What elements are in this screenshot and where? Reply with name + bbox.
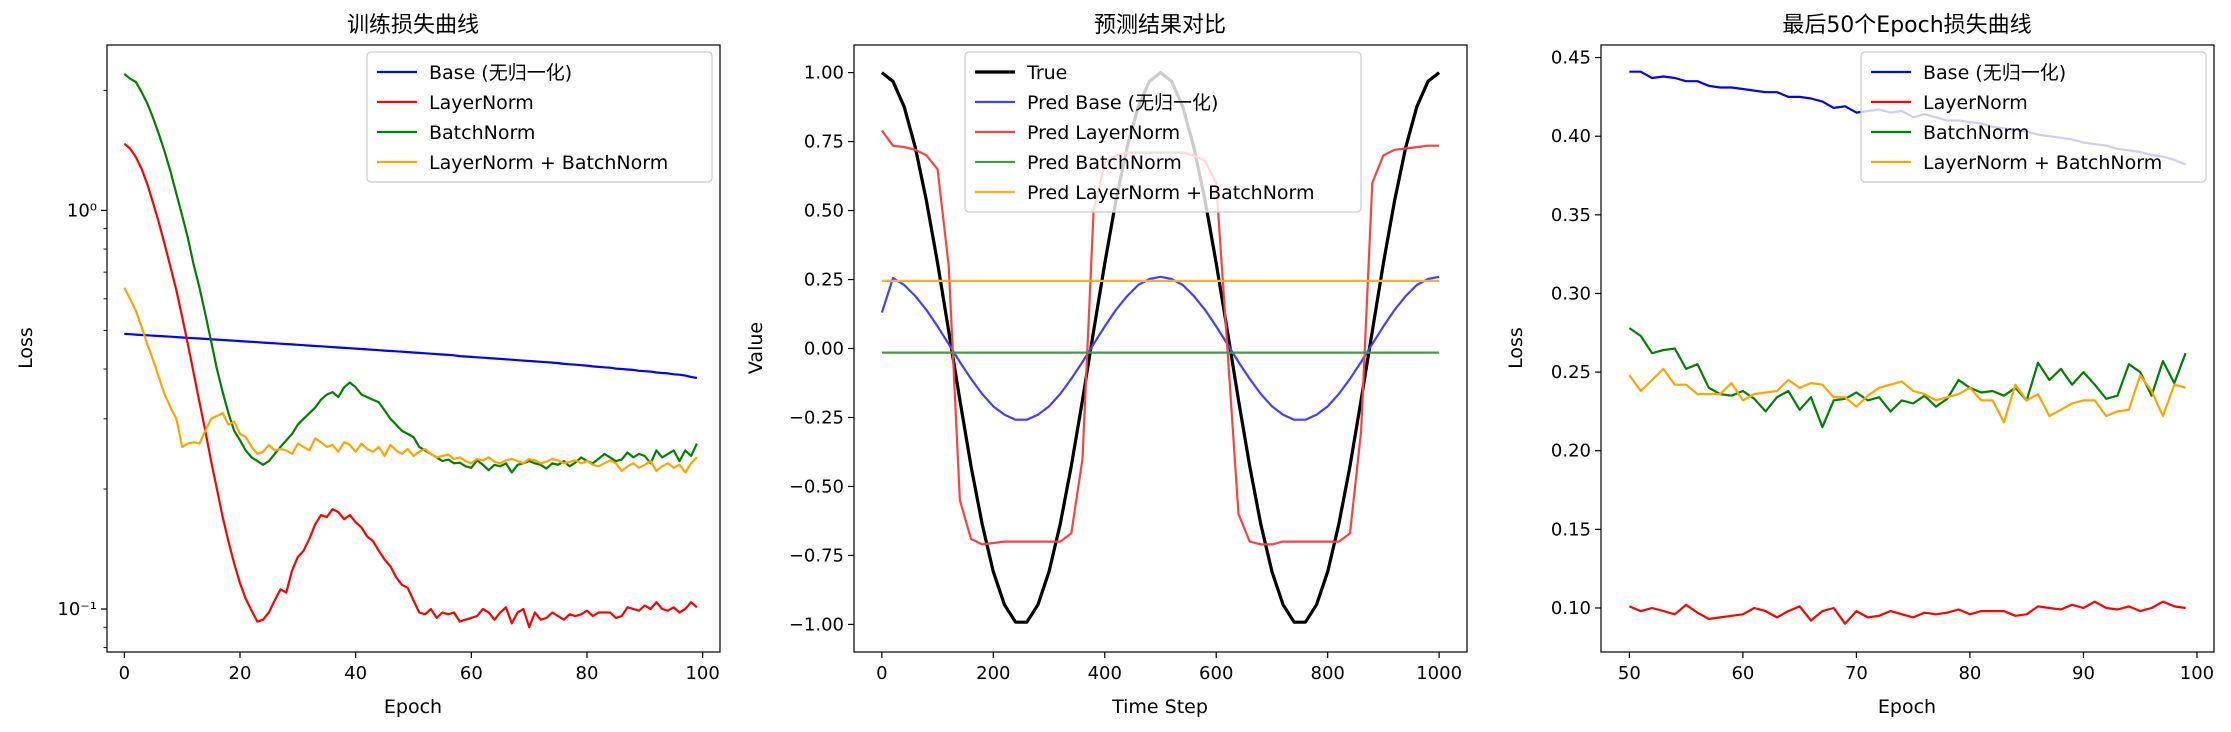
y-tick-label: 0.25 bbox=[804, 270, 844, 291]
axis-ticks: 0 20 40 60 80 100 10⁻¹ 10⁰ bbox=[57, 89, 720, 684]
x-tick-label: 80 bbox=[1958, 663, 1981, 684]
legend-label: Base (无归一化) bbox=[429, 62, 572, 84]
legend-box bbox=[366, 51, 713, 183]
y-tick-label: 0.10 bbox=[1551, 598, 1591, 619]
x-tick-label: 90 bbox=[2072, 663, 2095, 684]
legend-box bbox=[1860, 51, 2207, 183]
y-tick-label: 10⁰ bbox=[67, 200, 97, 221]
y-tick-label: 0.00 bbox=[804, 339, 844, 360]
y-tick-label: 10⁻¹ bbox=[57, 599, 97, 620]
chart-title: 训练损失曲线 bbox=[347, 13, 479, 38]
legend: Base (无归一化) LayerNorm BatchNorm LayerNorm +… bbox=[1860, 51, 2207, 183]
legend-label: LayerNorm + BatchNorm bbox=[429, 152, 668, 174]
y-axis-label: Loss bbox=[1505, 327, 1527, 369]
y-tick-label: 1.00 bbox=[804, 63, 844, 84]
x-tick-label: 70 bbox=[1845, 663, 1868, 684]
x-tick-label: 200 bbox=[976, 663, 1010, 684]
legend-label: Pred LayerNorm bbox=[1027, 122, 1180, 144]
legend-label: BatchNorm bbox=[429, 122, 535, 144]
x-axis-label: Time Step bbox=[1111, 696, 1208, 718]
y-tick-label: 0.40 bbox=[1551, 126, 1591, 147]
legend: Base (无归一化) LayerNorm BatchNorm LayerNorm +… bbox=[366, 51, 713, 183]
legend: True Pred Base (无归一化) Pred LayerNorm Pred B… bbox=[964, 51, 1362, 213]
y-tick-label: 0.25 bbox=[1551, 362, 1591, 383]
series-line-2 bbox=[123, 73, 698, 474]
series-line-3 bbox=[1628, 367, 2186, 424]
y-tick-label: −0.25 bbox=[789, 407, 844, 428]
x-tick-label: 50 bbox=[1618, 663, 1641, 684]
y-tick-label: −0.50 bbox=[789, 476, 844, 497]
series-line-1 bbox=[880, 275, 1440, 421]
series-line-1 bbox=[123, 142, 698, 629]
x-tick-label: 400 bbox=[1088, 663, 1122, 684]
y-tick-label: 0.20 bbox=[1551, 441, 1591, 462]
y-tick-label: 0.45 bbox=[1551, 48, 1591, 69]
x-tick-label: 80 bbox=[576, 663, 599, 684]
chart-title: 最后50个Epoch损失曲线 bbox=[1782, 13, 2031, 38]
plot-frame bbox=[106, 44, 721, 653]
chart-training-loss: 训练损失曲线 0 20 40 60 80 100 10⁻¹ 10⁰ Epoch Loss Ba… bbox=[15, 13, 721, 718]
axis-ticks: 50 60 70 80 90 100 0.10 0.15 0.20 0.25 0.30 0.35 0.4… bbox=[1551, 48, 2214, 684]
chart-last-50-epochs-loss: 最后50个Epoch损失曲线 50 60 70 80 90 100 0.10 0.15 0.20… bbox=[1505, 13, 2215, 718]
series-line-2 bbox=[1628, 327, 2187, 429]
x-tick-label: 1000 bbox=[1416, 663, 1462, 684]
chart-title: 预测结果对比 bbox=[1094, 13, 1226, 38]
y-tick-label: 0.15 bbox=[1551, 519, 1591, 540]
x-axis-label: Epoch bbox=[384, 696, 442, 718]
y-axis-label: Loss bbox=[15, 327, 37, 369]
x-tick-label: 20 bbox=[229, 663, 252, 684]
legend-label: LayerNorm bbox=[1923, 92, 2028, 114]
series-line-1 bbox=[1628, 600, 2186, 625]
x-tick-label: 800 bbox=[1311, 663, 1345, 684]
axis-ticks: 0 200 400 600 800 1000 1.00 0.75 0.50 0.25 0.00 −0.… bbox=[789, 63, 1462, 684]
x-tick-label: 0 bbox=[119, 663, 130, 684]
y-axis-label: Value bbox=[745, 322, 767, 374]
y-tick-label: −1.00 bbox=[789, 614, 844, 635]
y-tick-label: 0.50 bbox=[804, 201, 844, 222]
series-line-3 bbox=[123, 287, 698, 474]
legend-label: True bbox=[1026, 62, 1067, 84]
legend-label: LayerNorm bbox=[429, 92, 534, 114]
x-tick-label: 100 bbox=[2180, 663, 2214, 684]
plot-frame bbox=[1600, 44, 2215, 653]
x-tick-label: 40 bbox=[344, 663, 367, 684]
x-tick-label: 60 bbox=[460, 663, 483, 684]
chart-prediction-comparison: 预测结果对比 0 200 400 600 800 1000 1.00 0.75 0.50 0.25… bbox=[745, 13, 1468, 718]
x-tick-label: 100 bbox=[685, 663, 719, 684]
legend-label: Pred BatchNorm bbox=[1027, 152, 1182, 174]
x-tick-label: 600 bbox=[1199, 663, 1233, 684]
legend-label: BatchNorm bbox=[1923, 122, 2029, 144]
y-tick-label: 0.75 bbox=[804, 132, 844, 153]
y-tick-label: 0.35 bbox=[1551, 205, 1591, 226]
legend-label: Pred LayerNorm + BatchNorm bbox=[1027, 182, 1315, 204]
y-tick-label: 0.30 bbox=[1551, 283, 1591, 304]
y-tick-label: −0.75 bbox=[789, 545, 844, 566]
legend-label: Pred Base (无归一化) bbox=[1027, 92, 1218, 114]
x-tick-label: 0 bbox=[876, 663, 887, 684]
x-tick-label: 60 bbox=[1731, 663, 1754, 684]
legend-box bbox=[964, 51, 1362, 213]
legend-label: LayerNorm + BatchNorm bbox=[1923, 152, 2162, 174]
series-line-0 bbox=[124, 332, 698, 379]
legend-label: Base (无归一化) bbox=[1923, 62, 2066, 84]
plot-area bbox=[123, 73, 698, 629]
x-axis-label: Epoch bbox=[1878, 696, 1936, 718]
